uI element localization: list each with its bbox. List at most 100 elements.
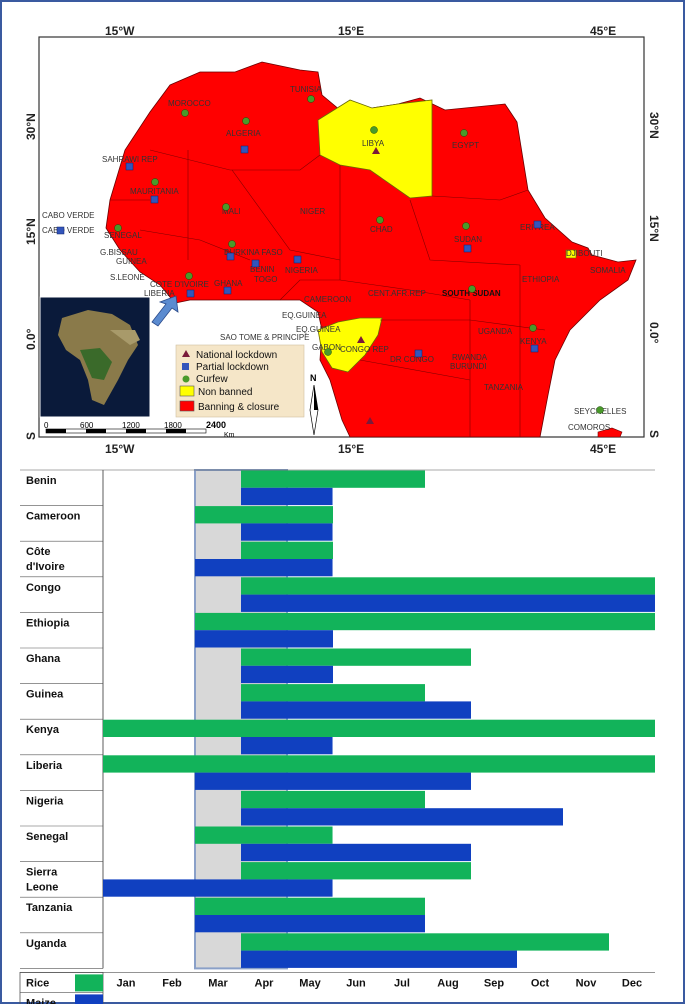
rice-bar — [195, 612, 655, 631]
partial-lockdown-marker — [223, 286, 232, 295]
legend-swatch — [75, 974, 103, 992]
country-label: NIGER — [300, 207, 326, 216]
rice-bar — [195, 897, 425, 915]
left-axis-label: 0.0° — [24, 328, 38, 350]
chart-bars — [75, 470, 655, 1004]
month-tick-label: Dec — [622, 977, 642, 989]
country-label: BENIN — [250, 265, 275, 274]
maize-bar — [241, 594, 655, 612]
month-tick-label: Nov — [576, 977, 598, 989]
country-label: GUINEA — [116, 257, 147, 266]
month-tick-label: Aug — [437, 977, 458, 989]
scale-tick-label: 1200 — [122, 421, 140, 430]
curfew-marker — [307, 95, 315, 103]
inset-arrow-icon — [151, 295, 179, 327]
legend-label: Rice — [26, 977, 49, 989]
month-tick-label: Mar — [208, 977, 228, 989]
north-arrow-icon: N — [309, 373, 319, 436]
maize-bar — [195, 915, 425, 933]
africa-landmass — [105, 61, 637, 438]
country-label: d'Ivoire — [26, 561, 65, 573]
partial-lockdown-marker — [56, 226, 65, 235]
maize-bar — [195, 630, 333, 648]
rice-bar — [195, 506, 333, 524]
maize-bar — [241, 843, 471, 862]
month-tick-label: Apr — [255, 977, 275, 989]
country-label: Ethiopia — [26, 617, 70, 629]
curfew-markers — [114, 95, 604, 414]
country-label: BURUNDI — [450, 362, 486, 371]
legend-label: Banning & closure — [198, 402, 280, 413]
left-axis-label: 30°N — [24, 113, 38, 140]
scale-tick-label: 1800 — [164, 421, 182, 430]
curfew-marker — [468, 285, 476, 293]
top-axis-label: 15°W — [105, 24, 135, 38]
top-axis-label: 15°E — [338, 24, 364, 38]
country-label: GHANA — [214, 279, 243, 288]
bottom-axis-label: 45°E — [590, 442, 616, 456]
month-tick-label: Oct — [531, 977, 550, 989]
country-label: TUNISIA — [290, 85, 322, 94]
country-label: COTE D'IVOIRE — [150, 280, 209, 289]
maize-bar — [195, 559, 333, 577]
country-label: CHAD — [370, 225, 393, 234]
curfew-marker — [529, 324, 537, 332]
right-axis-label: S — [647, 430, 661, 438]
country-label: GABON — [312, 343, 341, 352]
left-axis-label: 15°N — [24, 218, 38, 245]
curfew-legend-icon — [182, 375, 190, 383]
country-label: TANZANIA — [484, 383, 524, 392]
country-label: Liberia — [26, 760, 63, 772]
country-label: G.BISSAU — [100, 248, 138, 257]
country-label: MAURITANIA — [130, 187, 179, 196]
partial-lockdown-marker — [240, 145, 249, 154]
country-label: UGANDA — [478, 327, 513, 336]
country-label: Côte — [26, 546, 50, 558]
right-axis-label: 0.0° — [647, 322, 661, 344]
country-label: COMOROS — [568, 423, 610, 432]
rice-bar — [103, 719, 655, 737]
maize-bar — [241, 950, 517, 968]
country-label: EQ.GUINEA — [282, 311, 327, 320]
curfew-marker — [228, 240, 236, 248]
national-lockdown-marker — [357, 336, 365, 343]
national-lockdown-marker — [372, 147, 380, 154]
country-label: SOMALIA — [590, 266, 626, 275]
country-label: Nigeria — [26, 795, 64, 807]
country-label: KENYA — [520, 337, 547, 346]
chart-labels: Benin Cameroon Côte d'Ivoire Congo Ethiopia Gh… — [26, 475, 642, 1004]
north-label: N — [310, 373, 317, 383]
country-label: Tanzania — [26, 902, 73, 914]
country-label: RWANDA — [452, 353, 488, 362]
country-label: NIGERIA — [285, 266, 319, 275]
curfew-marker — [324, 348, 332, 356]
curfew-marker — [222, 203, 230, 211]
country-label: DJIBOUTI — [566, 249, 602, 258]
national-lockdown-markers — [357, 147, 380, 424]
banning-legend-icon — [179, 400, 195, 412]
partial-lockdown-marker — [530, 344, 539, 353]
partial-lockdown-marker — [186, 289, 195, 298]
partial-lockdown-marker — [414, 349, 423, 358]
country-label: CONGO REP — [340, 345, 389, 354]
chart-canvas: Benin Cameroon Côte d'Ivoire Congo Ethiopia Gh… — [19, 469, 655, 1004]
curfew-marker — [114, 224, 122, 232]
rice-bar — [241, 541, 333, 559]
left-axis-label: S — [24, 432, 38, 440]
top-axis-label: 45°E — [590, 24, 616, 38]
bottom-axis-label: 15°W — [105, 442, 135, 456]
country-label: ALGERIA — [226, 129, 261, 138]
scale-bar: 0 600 1200 1800 2400 Km — [44, 420, 235, 439]
curfew-marker — [462, 222, 470, 230]
curfew-marker — [151, 178, 159, 186]
rice-bar — [241, 684, 425, 702]
partial-lockdown-marker — [293, 255, 302, 264]
rice-bar — [103, 755, 655, 773]
country-label: CENT.AFR.REP — [368, 289, 426, 298]
country-label: Senegal — [26, 831, 68, 843]
country-label: SENEGAL — [104, 231, 142, 240]
africa-satellite-inset — [39, 296, 151, 418]
curfew-marker — [376, 216, 384, 224]
national-lockdown-marker — [366, 417, 374, 424]
rice-bar — [241, 790, 425, 809]
